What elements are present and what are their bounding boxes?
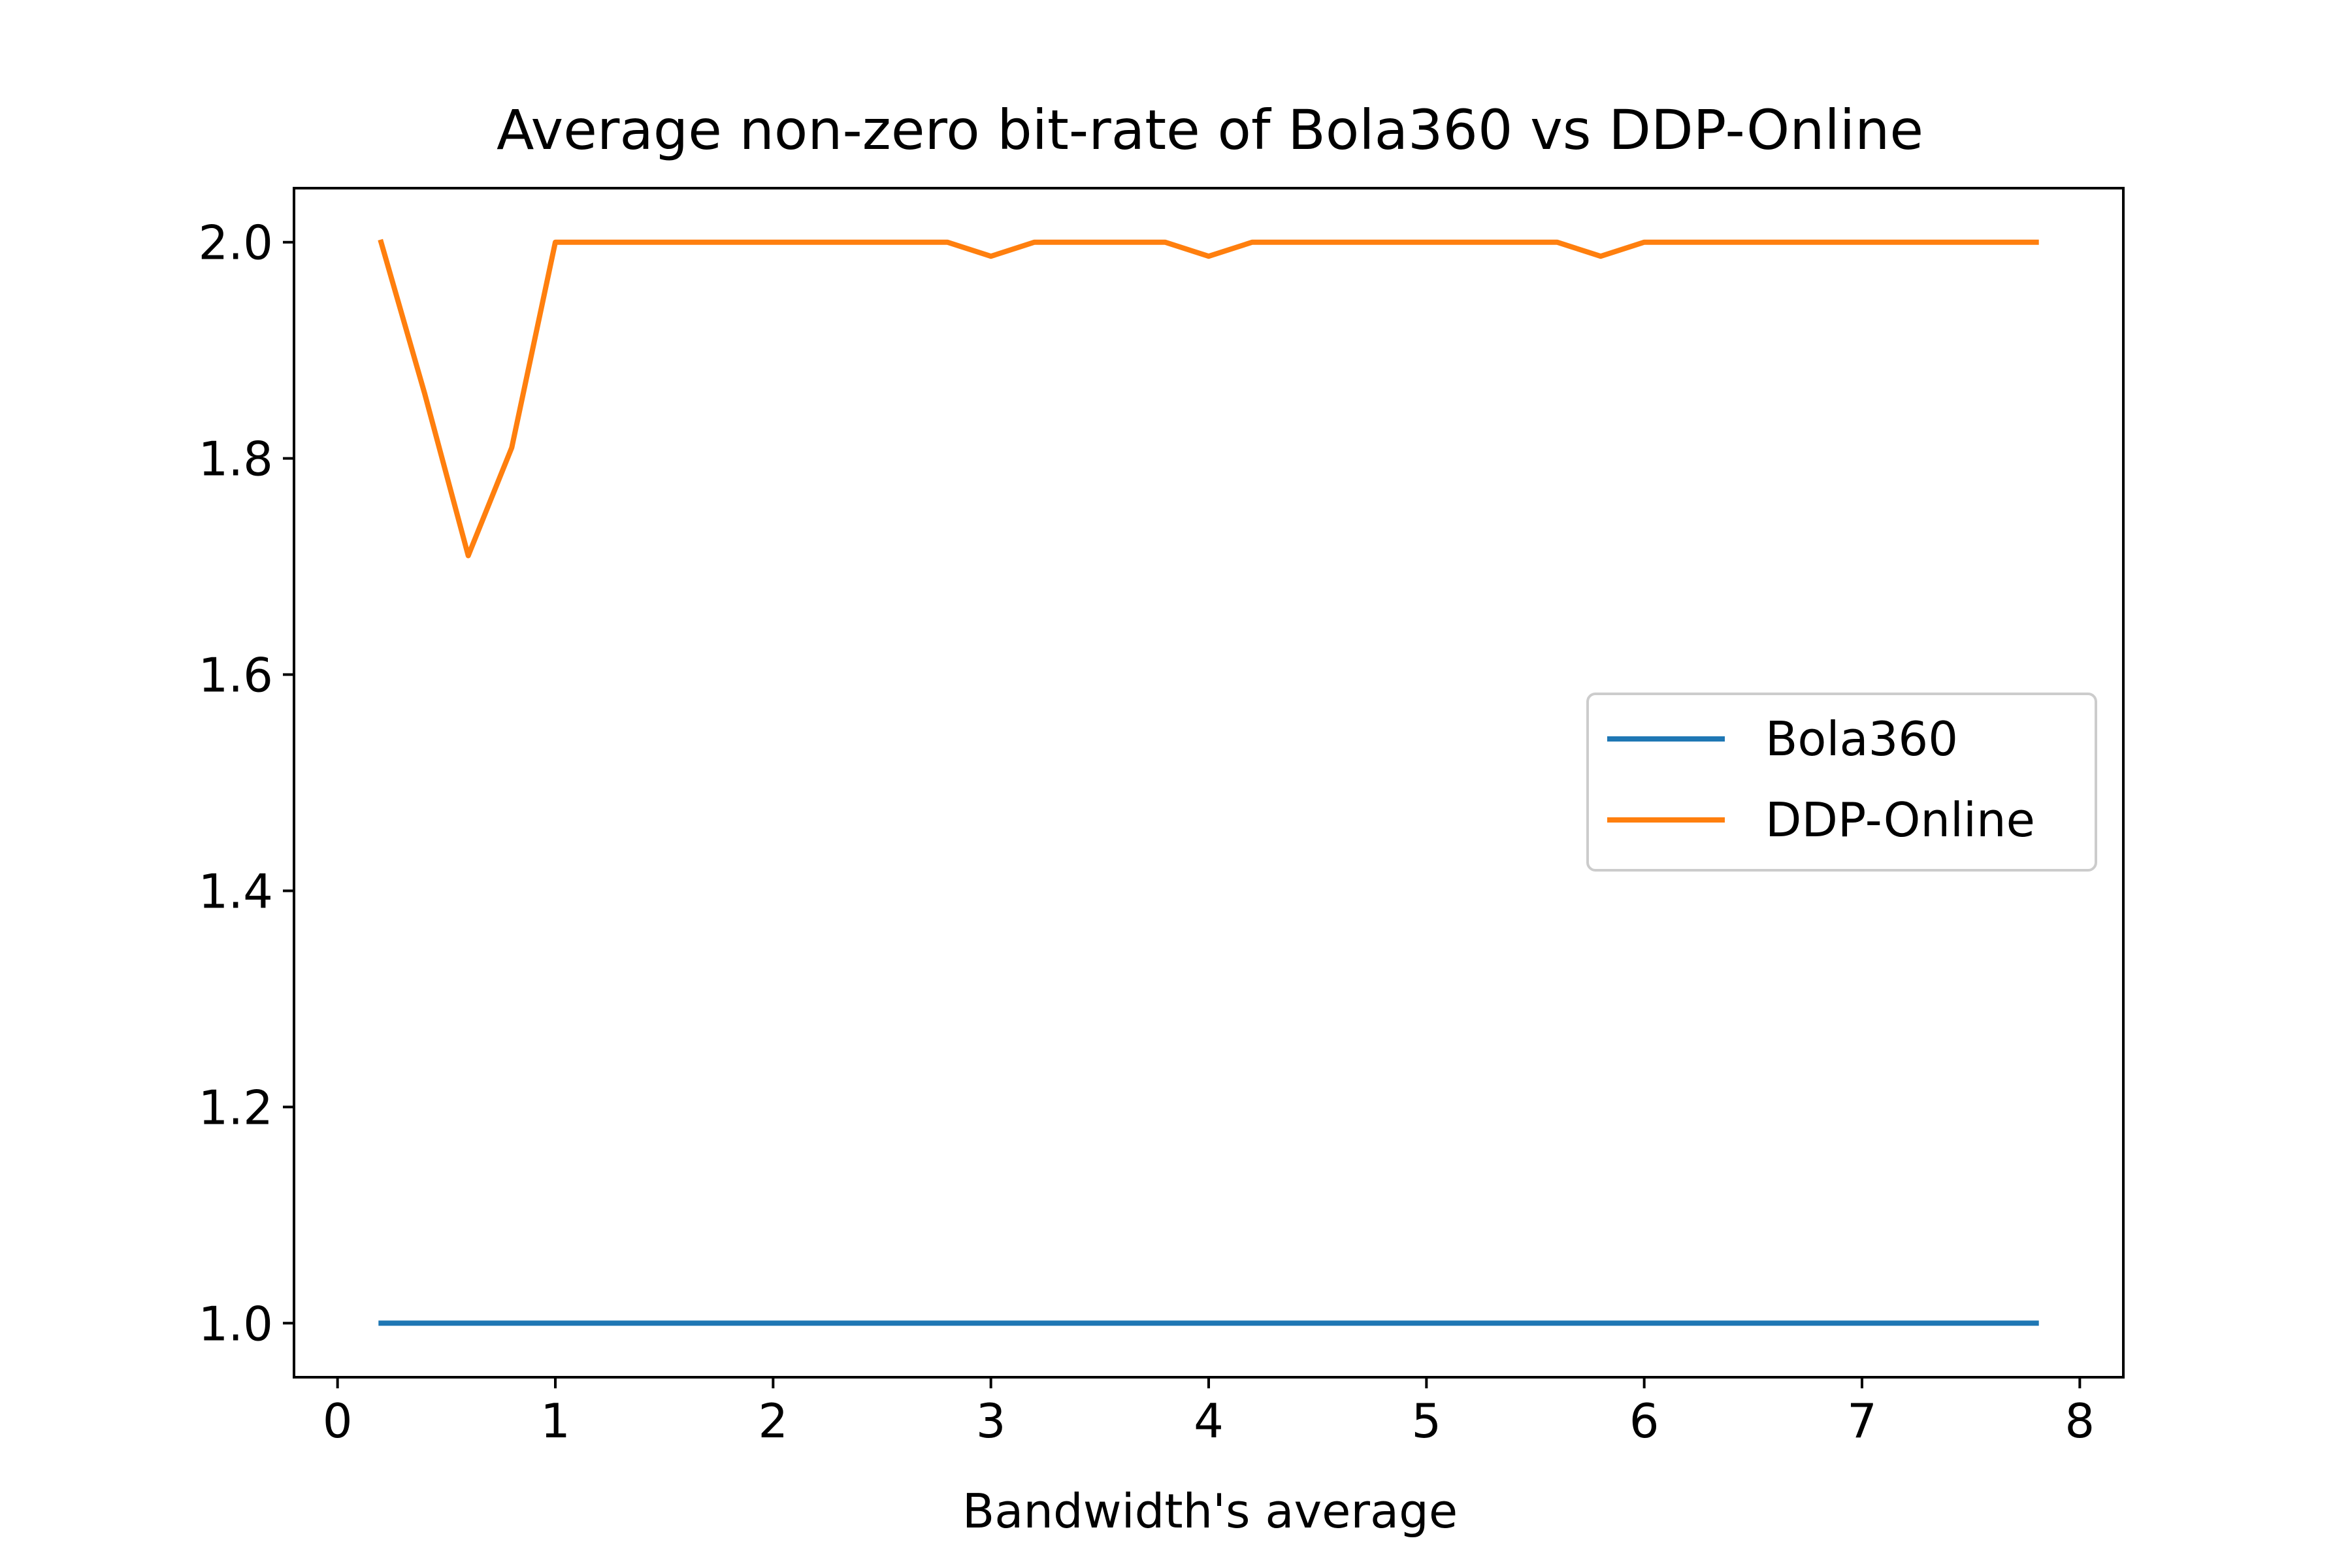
legend-label-ddp-online: DDP-Online [1765, 792, 2035, 847]
x-tick-label: 5 [1411, 1394, 1441, 1448]
y-tick-label: 1.6 [198, 648, 273, 703]
x-tick-label: 0 [323, 1394, 353, 1448]
x-tick-label: 3 [976, 1394, 1006, 1448]
y-tick-label: 1.4 [198, 864, 273, 919]
series-layer [378, 238, 2039, 1326]
y-tick-label: 1.0 [198, 1296, 273, 1351]
series-line-ddp-online [378, 238, 2039, 559]
legend: Bola360 DDP-Online [1586, 693, 2097, 872]
x-tick-label: 7 [1847, 1394, 1877, 1448]
x-axis: 0 1 2 3 4 5 6 7 8 [323, 1377, 2095, 1448]
y-tick-label: 1.2 [198, 1080, 273, 1135]
y-tick-label: 2.0 [198, 216, 273, 270]
legend-label-bola360: Bola360 [1765, 711, 1958, 766]
x-tick-label: 4 [1194, 1394, 1224, 1448]
x-tick-label: 8 [2065, 1394, 2095, 1448]
y-axis: 1.0 1.2 1.4 1.6 1.8 2.0 [198, 216, 294, 1351]
x-tick-label: 6 [1629, 1394, 1659, 1448]
x-axis-label: Bandwidth's average [962, 1484, 1458, 1539]
y-tick-label: 1.8 [198, 432, 273, 487]
chart-title: Average non-zero bit-rate of Bola360 vs … [497, 98, 1923, 162]
x-tick-label: 2 [758, 1394, 788, 1448]
x-tick-label: 1 [540, 1394, 570, 1448]
